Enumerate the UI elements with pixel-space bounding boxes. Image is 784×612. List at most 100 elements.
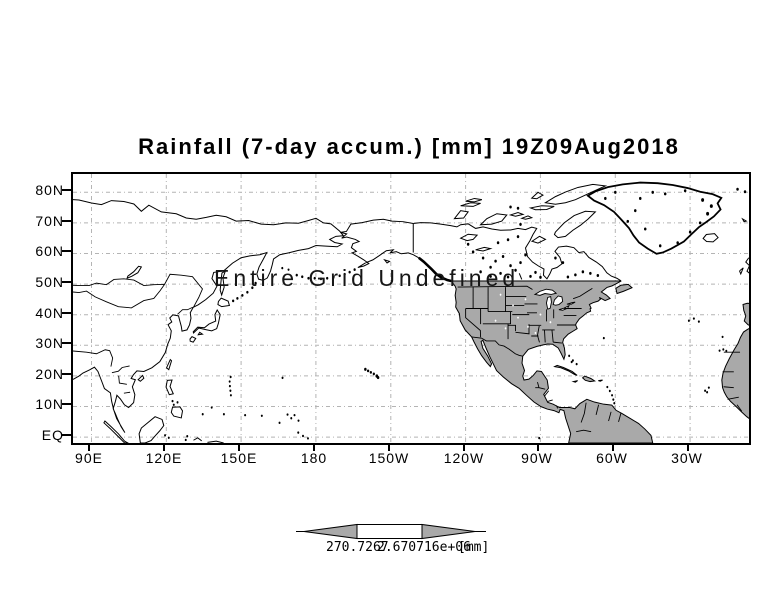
us-state-borders	[466, 287, 582, 343]
lon-label-90e: 90E	[75, 450, 103, 466]
shaded-cuba	[555, 365, 577, 375]
colorbar-mid-box	[357, 525, 422, 539]
colorbar-left-value: 270.7267	[326, 540, 389, 555]
greenland-coast	[588, 183, 721, 254]
rugged-coasts	[419, 183, 722, 281]
colorbar-left-arrow	[304, 525, 357, 539]
banks-island	[454, 211, 468, 219]
lake-winnipeg	[519, 273, 521, 279]
devon-island	[530, 206, 554, 210]
lat-label-eq: EQ	[41, 427, 64, 443]
lat-tick	[62, 373, 71, 375]
southampton-island	[532, 236, 545, 243]
great-bear-lake	[461, 234, 477, 240]
coastlines	[73, 184, 749, 443]
lake-huron	[553, 296, 562, 305]
lake-michigan	[546, 297, 551, 310]
new-guinea	[193, 438, 223, 443]
shaded-north-central-south-america	[451, 281, 653, 443]
somerset-pow-islands	[511, 213, 532, 220]
jan-mayen	[743, 219, 747, 222]
lat-label-40n: 40N	[35, 305, 64, 321]
africa-borders	[723, 352, 742, 411]
lat-label-20n: 20N	[35, 366, 64, 382]
lake-baikal	[127, 266, 141, 278]
lon-label-60w: 60W	[596, 450, 628, 466]
kodiak-island	[385, 260, 390, 263]
hokkaido	[218, 298, 229, 307]
lake-superior	[535, 289, 556, 295]
lat-label-70n: 70N	[35, 213, 64, 229]
honshu	[193, 310, 220, 333]
island-dots	[164, 187, 747, 442]
lat-label-10n: 10N	[35, 396, 64, 412]
lon-tick	[163, 443, 165, 451]
lon-tick	[238, 443, 240, 451]
shaded-newfoundland	[616, 284, 632, 293]
lat-tick	[62, 434, 71, 436]
lon-label-30w: 30W	[671, 450, 703, 466]
lon-label-120e: 120E	[145, 450, 183, 466]
asia-borders	[73, 274, 202, 393]
canada-lake-dots	[466, 235, 600, 279]
shaded-noise	[494, 293, 552, 335]
uk-ireland	[740, 258, 749, 284]
lon-label-150e: 150E	[220, 450, 258, 466]
south-america-borders	[576, 403, 621, 432]
victoria-island	[481, 214, 507, 225]
shaded-jamaica	[573, 381, 577, 383]
sumatra	[104, 421, 128, 443]
plot-title: Rainfall (7-day accum.) [mm] 19Z09Aug201…	[138, 134, 680, 159]
ellesmere-island	[545, 184, 605, 204]
map-frame	[71, 172, 751, 445]
undefined-grid-message: Entire Grid Undefined	[214, 265, 520, 291]
lon-label-90w: 90W	[521, 450, 553, 466]
axel-heiberg-island	[532, 192, 543, 198]
great-slave-lake	[476, 247, 491, 251]
sakhalin	[220, 271, 225, 295]
lat-label-80n: 80N	[35, 182, 64, 198]
colorbar-units-label: [mm]	[458, 540, 490, 555]
lat-tick	[62, 189, 71, 191]
lat-label-30n: 30N	[35, 335, 64, 351]
lat-tick	[62, 281, 71, 283]
us-canada-border	[458, 286, 593, 299]
americas-borders	[458, 286, 742, 432]
lake-ontario	[567, 302, 575, 304]
lon-label-150w: 150W	[368, 450, 410, 466]
us-mexico-border	[472, 337, 523, 356]
lon-tick	[463, 443, 465, 451]
lon-tick	[537, 443, 539, 451]
taiwan	[167, 360, 172, 370]
asia-coast	[73, 200, 343, 433]
lat-tick	[62, 312, 71, 314]
great-lakes	[535, 289, 575, 310]
greenland-speckle	[604, 189, 713, 248]
lat-tick	[62, 342, 71, 344]
alaska-panhandle-coast	[419, 258, 451, 281]
kyushu-shikoku	[190, 332, 202, 342]
iceland	[703, 234, 718, 242]
melville-islands	[461, 198, 482, 206]
shaded-puerto-rico	[598, 380, 602, 381]
lake-erie	[559, 306, 569, 311]
lat-label-60n: 60N	[35, 243, 64, 259]
lon-tick	[313, 443, 315, 451]
lat-tick	[62, 403, 71, 405]
hainan	[138, 375, 144, 381]
map-plot	[73, 174, 749, 443]
colorbar-right-value: 2.670716e+06	[377, 540, 471, 555]
shaded-iberia	[743, 303, 749, 326]
canada-arctic-coast	[413, 223, 621, 281]
baffin-island	[554, 211, 595, 237]
lon-tick	[687, 443, 689, 451]
colorbar	[290, 518, 494, 544]
lat-tick	[62, 250, 71, 252]
shaded-hispaniola	[583, 376, 595, 382]
borneo	[139, 417, 164, 443]
central-america-borders	[535, 382, 557, 408]
lon-tick	[388, 443, 390, 451]
alaska-coast	[340, 219, 418, 267]
lat-tick	[62, 220, 71, 222]
